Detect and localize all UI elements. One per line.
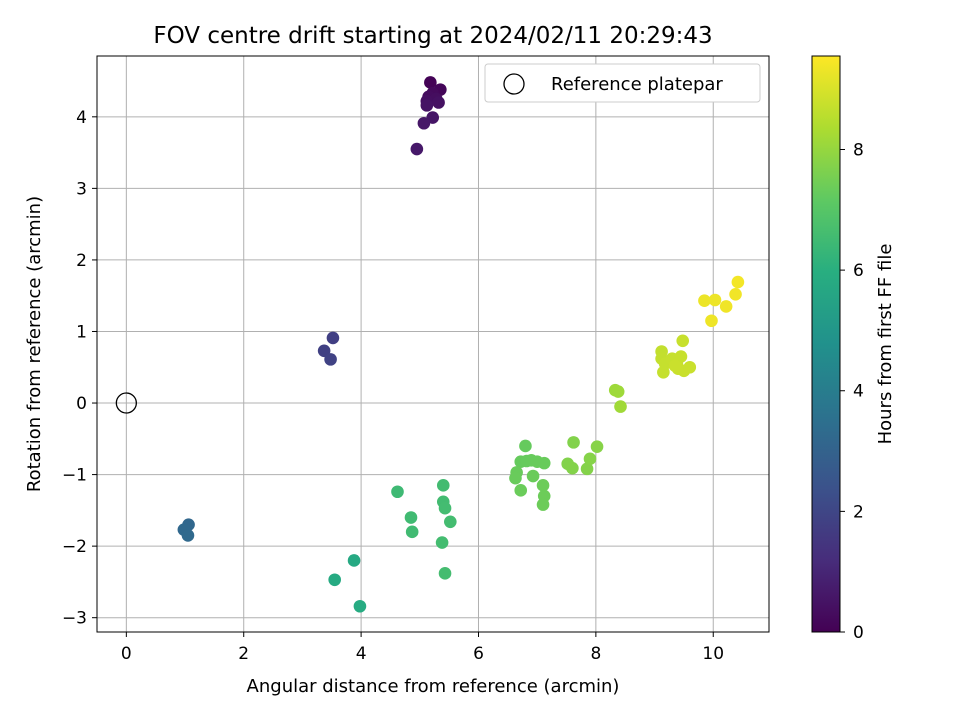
x-tick-label: 6 <box>473 644 484 664</box>
legend: Reference platepar <box>484 63 761 103</box>
x-axis-label: Angular distance from reference (arcmin) <box>247 676 620 697</box>
data-point <box>404 511 418 524</box>
data-point <box>708 293 722 307</box>
data-point <box>583 452 597 466</box>
colorbar-tick-label: 0 <box>853 623 864 643</box>
data-point <box>410 142 424 156</box>
data-point <box>580 462 594 476</box>
y-tick-label: −2 <box>62 537 87 557</box>
x-tick-label: 2 <box>238 644 249 664</box>
y-tick-label: −1 <box>62 466 87 486</box>
y-tick-label: 4 <box>76 108 87 128</box>
data-point <box>509 471 522 485</box>
reference-marker <box>115 392 137 414</box>
data-point <box>328 573 341 587</box>
legend-label-reference: Reference platepar <box>551 74 723 95</box>
data-point <box>347 554 361 567</box>
data-point <box>438 501 452 515</box>
x-tick-label: 10 <box>702 644 724 664</box>
data-point <box>674 350 688 363</box>
data-points <box>115 76 745 613</box>
data-point <box>729 287 742 301</box>
colorbar-label: Hours from first FF file <box>875 244 896 445</box>
y-tick-label: 2 <box>76 251 87 271</box>
data-point <box>326 331 340 345</box>
data-point <box>317 344 331 358</box>
data-point <box>324 353 337 366</box>
y-tick-label: −3 <box>62 609 87 629</box>
y-axis-label: Rotation from reference (arcmin) <box>24 196 45 492</box>
x-axis-ticks: 0 2 4 6 8 10 <box>121 632 724 664</box>
data-point <box>676 334 690 348</box>
data-point <box>705 314 718 328</box>
data-point <box>391 485 404 499</box>
data-point <box>536 479 550 492</box>
data-point <box>526 469 540 483</box>
colorbar: 0 2 4 6 8 Hours from first FF file <box>811 55 896 643</box>
colorbar-tick-label: 4 <box>853 382 864 402</box>
data-point <box>537 456 551 470</box>
colorbar-tick-label: 8 <box>853 140 864 160</box>
data-point <box>683 360 697 374</box>
plot-frame <box>96 55 770 633</box>
x-tick-label: 0 <box>121 644 132 664</box>
colorbar-ticks: 0 2 4 6 8 <box>840 140 864 643</box>
data-point <box>405 525 419 539</box>
data-point <box>519 439 532 453</box>
y-tick-label: 3 <box>76 179 87 199</box>
y-tick-label: 0 <box>76 394 87 414</box>
data-point <box>444 515 457 529</box>
data-point <box>698 294 711 308</box>
colorbar-tick-label: 2 <box>853 502 864 522</box>
chart-title: FOV centre drift starting at 2024/02/11 … <box>153 23 712 49</box>
data-point <box>567 436 580 449</box>
colorbar-gradient <box>811 55 841 633</box>
data-point <box>731 275 745 289</box>
y-tick-label: 1 <box>76 322 87 342</box>
data-point <box>590 440 604 453</box>
data-point <box>436 479 450 492</box>
x-tick-label: 8 <box>590 644 601 664</box>
data-point <box>181 529 195 542</box>
legend-marker-reference <box>503 73 525 95</box>
x-tick-label: 4 <box>356 644 367 664</box>
data-point <box>514 484 528 497</box>
data-point <box>353 599 367 613</box>
data-point <box>614 400 627 413</box>
data-point <box>566 461 579 475</box>
data-point <box>438 567 452 580</box>
legend-box <box>484 63 761 103</box>
data-point <box>611 385 625 398</box>
data-point <box>432 96 445 109</box>
data-point <box>668 359 682 373</box>
data-point <box>417 116 431 130</box>
colorbar-tick-label: 6 <box>853 261 864 281</box>
grid-lines <box>97 56 769 632</box>
data-point <box>536 498 550 511</box>
data-point <box>435 536 449 549</box>
data-point <box>420 99 434 112</box>
data-point <box>424 76 437 89</box>
data-point <box>719 300 733 313</box>
data-point <box>657 365 670 379</box>
y-axis-ticks: −3 −2 −1 0 1 2 3 4 <box>62 108 97 629</box>
